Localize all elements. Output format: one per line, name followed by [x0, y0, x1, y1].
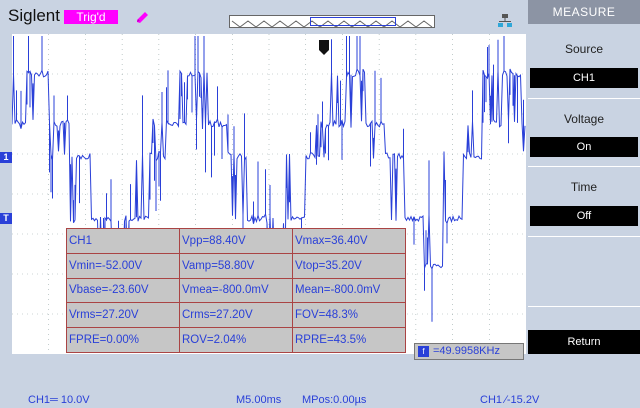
frequency-readout: f =49.9958KHz — [414, 343, 524, 360]
brand-label: Siglent — [8, 6, 60, 25]
measurement-cell: FOV=48.3% — [292, 302, 406, 329]
measurement-row: Vbase=-23.60V Vmea=-800.0mV Mean=-800.0mV — [66, 277, 406, 304]
measurement-cell: ROV=2.04% — [179, 327, 293, 353]
memory-timeline[interactable] — [229, 15, 435, 28]
top-status-bar: Siglent Trig'd — [0, 0, 528, 34]
measurement-cell: CH1 — [66, 228, 180, 254]
measurement-cell: Vamp=58.80V — [179, 252, 293, 279]
measurement-cell: Crms=27.20V — [179, 302, 293, 329]
trigger-level-marker[interactable]: T — [0, 213, 12, 224]
source-value[interactable]: CH1 — [530, 68, 638, 88]
frequency-value: =49.9958KHz — [433, 345, 500, 357]
trigger-position-icon — [319, 40, 329, 55]
trigger-setting: CH1 ∕-15.2V — [480, 394, 540, 406]
measurement-cell: Vmin=-52.00V — [66, 252, 180, 279]
frequency-icon: f — [418, 346, 429, 357]
measurement-row: CH1 Vpp=88.40V Vmax=36.40V — [66, 228, 406, 254]
measurement-cell: FPRE=0.00% — [66, 327, 180, 353]
measurement-cell: Vtop=35.20V — [292, 252, 406, 279]
timeline-preview — [231, 20, 433, 28]
measure-menu: MEASURE Source CH1 Voltage On Time Off R… — [528, 0, 640, 408]
timebase: M5.00ms — [236, 394, 282, 406]
timeline-window — [310, 17, 396, 26]
channel-marker[interactable]: 1 — [0, 152, 12, 163]
menu-divider — [528, 98, 640, 99]
voltage-label: Voltage — [563, 112, 605, 126]
measurement-cell: Vmea=-800.0mV — [179, 277, 293, 304]
measurement-cell: Vpp=88.40V — [179, 228, 293, 254]
source-label: Source — [564, 42, 604, 56]
time-label: Time — [570, 180, 598, 194]
measurement-cell: RPRE=43.5% — [292, 327, 406, 353]
measurement-cell: Vmax=36.40V — [292, 228, 406, 254]
time-value[interactable]: Off — [530, 206, 638, 226]
measurement-table: CH1 Vpp=88.40V Vmax=36.40V Vmin=-52.00V Vamp… — [66, 228, 406, 353]
bottom-status-bar: CH1═ 10.0V M5.00ms MPos:0.00µs CH1 ∕-15.… — [0, 392, 640, 408]
memory-position: MPos:0.00µs — [302, 394, 367, 406]
menu-divider — [528, 306, 640, 307]
measurement-row: Vmin=-52.00V Vamp=58.80V Vtop=35.20V — [66, 252, 406, 279]
measurement-cell: Vbase=-23.60V — [66, 277, 180, 304]
network-icon — [498, 14, 512, 27]
menu-divider — [528, 236, 640, 237]
measurement-cell: Vrms=27.20V — [66, 302, 180, 329]
menu-divider — [528, 166, 640, 167]
measurement-row: Vrms=27.20V Crms=27.20V FOV=48.3% — [66, 302, 406, 329]
return-button[interactable]: Return — [528, 330, 640, 354]
pen-icon — [137, 12, 148, 23]
voltage-value[interactable]: On — [530, 137, 638, 157]
menu-title: MEASURE — [528, 0, 640, 24]
measurement-cell: Mean=-800.0mV — [292, 277, 406, 304]
measurement-row: FPRE=0.00% ROV=2.04% RPRE=43.5% — [66, 327, 406, 353]
ch1-scale: CH1═ 10.0V — [28, 394, 90, 406]
trigger-status-badge: Trig'd — [64, 10, 118, 24]
